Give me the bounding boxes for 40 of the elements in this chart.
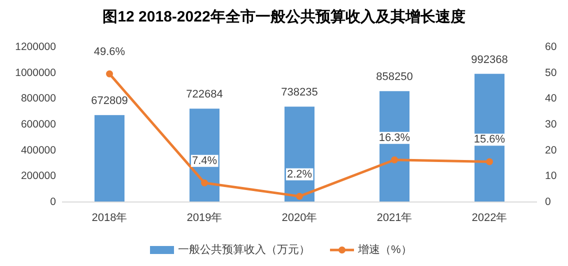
point [106,70,113,78]
y-tick-label: 1200000 [15,41,56,53]
y2-tick-label: 50 [545,66,557,79]
data-label: 722684 [186,88,223,101]
legend-label: 增速（%） [357,243,412,256]
x-tick-label: 2018年 [92,212,128,224]
data-label: 992368 [471,54,508,66]
chart-title: 图12 2018-2022年全市一般公共预算收入及其增长速度 [102,8,466,26]
x-tick-label: 2019年 [186,212,222,224]
bar [474,74,504,202]
y2-tick-label: 60 [545,41,557,53]
data-label: 16.3% [378,132,410,144]
point [391,156,398,164]
data-label: 7.4% [192,154,218,167]
point [296,192,303,200]
data-label: 15.6% [474,134,506,146]
y-tick-label: 0 [50,196,56,208]
data-label: 2.2% [286,168,312,180]
x-tick-label: 2020年 [282,212,318,224]
y2-tick-label: 30 [545,118,557,130]
data-label: 858250 [376,71,413,84]
y2-tick-label: 20 [545,144,557,156]
y-tick-label: 200000 [20,170,56,182]
y2-tick-label: 0 [545,196,551,208]
data-label: 672809 [91,95,128,108]
x-tick-label: 2021年 [376,212,412,224]
point [201,179,208,186]
bar [94,115,124,202]
y-tick-label: 1000000 [15,66,56,79]
bar [380,91,410,202]
data-label: 738235 [281,86,318,99]
y-tick-label: 800000 [20,92,56,105]
x-tick-label: 2022年 [472,212,508,224]
y-tick-label: 400000 [20,144,56,156]
legend-label: 一般公共预算收入（万元） [178,243,310,256]
data-label: 49.6% [94,46,126,58]
y2-tick-label: 40 [545,92,557,105]
point [486,158,493,166]
y-tick-label: 600000 [20,118,56,130]
y2-tick-label: 10 [545,170,557,182]
